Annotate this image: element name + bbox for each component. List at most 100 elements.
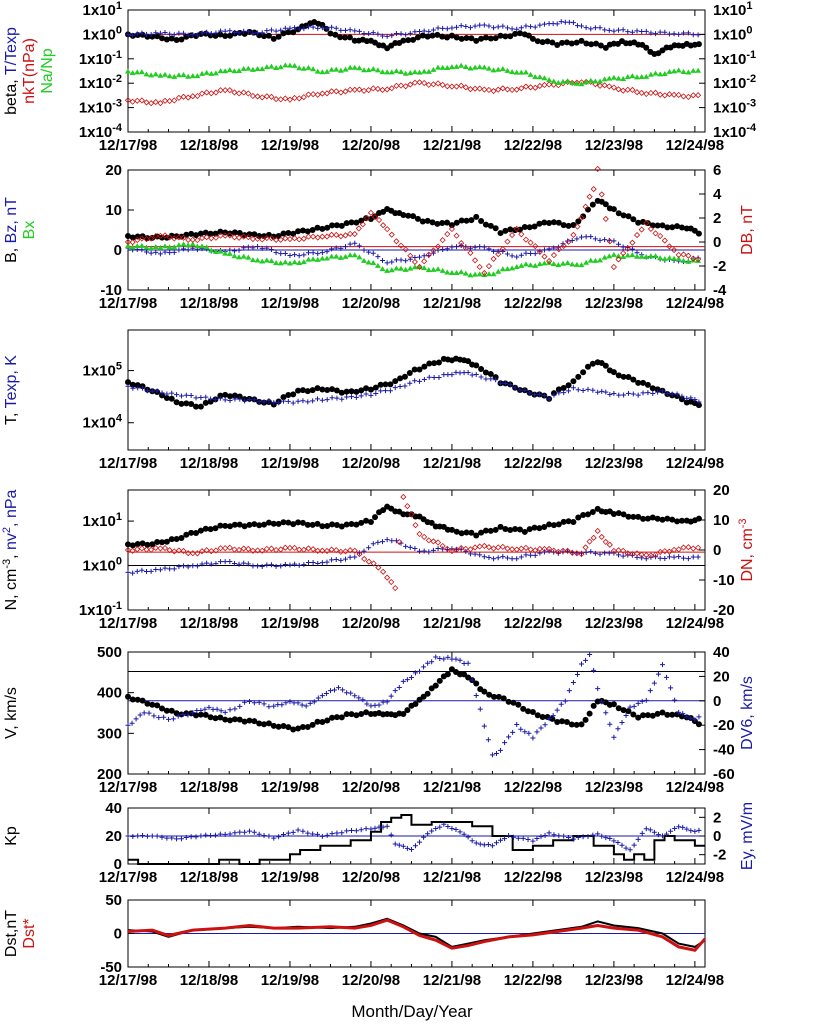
- plot-frame: [127, 651, 706, 775]
- data-point: [532, 552, 538, 558]
- data-point: [598, 533, 605, 540]
- data-point: [268, 63, 275, 69]
- data-point: [140, 833, 146, 839]
- data-point: [342, 244, 348, 250]
- data-point: [400, 212, 407, 219]
- data-point: [570, 385, 576, 391]
- data-point: [599, 699, 605, 705]
- data-point: [546, 396, 552, 402]
- data-point: [180, 72, 187, 78]
- data-point: [487, 222, 494, 229]
- data-point: [610, 701, 617, 708]
- data-point: [212, 32, 219, 39]
- data-point: [666, 548, 673, 555]
- data-point: [514, 722, 520, 728]
- data-point: [588, 549, 594, 555]
- data-point: [396, 842, 402, 848]
- data-point: [655, 389, 661, 395]
- data-point: [144, 249, 150, 255]
- data-point: [165, 716, 171, 722]
- data-point: [236, 393, 243, 400]
- data-point: [162, 249, 168, 255]
- x-tick-label: 12/20/98: [342, 869, 400, 886]
- y-tick-label: 1x10-3: [79, 98, 122, 117]
- data-point: [669, 224, 676, 231]
- data-point: [152, 544, 159, 552]
- data-point: [412, 670, 418, 676]
- data-point: [256, 399, 262, 405]
- data-point: [426, 549, 432, 555]
- data-point: [314, 396, 320, 402]
- data-point: [356, 551, 363, 558]
- data-point: [273, 546, 280, 554]
- data-point: [630, 513, 637, 520]
- data-point: [417, 29, 423, 35]
- data-point: [588, 26, 594, 32]
- data-point: [583, 79, 590, 85]
- data-point: [329, 831, 335, 837]
- data-point: [310, 24, 316, 30]
- data-point: [610, 84, 617, 91]
- data-point: [537, 22, 543, 28]
- data-point: [285, 724, 292, 731]
- data-point: [532, 251, 538, 257]
- data-point: [222, 68, 229, 74]
- data-point: [176, 247, 182, 253]
- data-point: [525, 836, 531, 842]
- data-point: [397, 375, 404, 382]
- data-point: [319, 718, 326, 725]
- data-point: [490, 271, 497, 277]
- data-point: [647, 225, 654, 232]
- data-point: [323, 90, 331, 97]
- data-point: [319, 386, 326, 393]
- data-point: [204, 560, 210, 566]
- data-point: [417, 378, 423, 384]
- data-point: [532, 24, 538, 30]
- data-point: [532, 74, 539, 80]
- data-point: [143, 99, 150, 106]
- data-point: [251, 718, 258, 725]
- data-point: [402, 70, 409, 76]
- data-point: [242, 829, 248, 835]
- y-tick-label-right: 1x101: [713, 0, 753, 19]
- data-point: [185, 564, 191, 570]
- data-point: [499, 85, 506, 92]
- data-point: [589, 508, 596, 515]
- data-point: [333, 714, 340, 721]
- data-point: [472, 85, 479, 92]
- y-tick-label-right: 2: [713, 809, 721, 826]
- data-point: [134, 243, 141, 249]
- x-tick-label: 12/23/98: [585, 455, 643, 472]
- data-point: [217, 68, 224, 74]
- data-point: [616, 392, 622, 398]
- data-point: [425, 537, 432, 544]
- data-point: [266, 398, 272, 404]
- y-tick-label: 1x10-1: [79, 600, 122, 619]
- data-point: [512, 526, 519, 533]
- y-tick-label: -50: [100, 959, 122, 976]
- data-point: [657, 555, 663, 561]
- data-point: [352, 240, 358, 246]
- data-point: [495, 693, 502, 700]
- data-point: [358, 393, 364, 399]
- data-point: [193, 834, 199, 840]
- data-point: [436, 677, 443, 684]
- data-point: [276, 400, 282, 406]
- data-point: [129, 720, 135, 726]
- data-point: [599, 833, 605, 839]
- data-point: [157, 30, 163, 36]
- data-point: [431, 360, 438, 367]
- data-point: [434, 539, 442, 546]
- data-point: [300, 235, 307, 242]
- data-point: [583, 259, 590, 265]
- data-point: [625, 552, 631, 558]
- data-point: [193, 395, 199, 401]
- data-point: [144, 388, 150, 394]
- data-point: [246, 717, 253, 724]
- data-point: [328, 231, 335, 238]
- data-point: [366, 31, 372, 37]
- data-point: [468, 35, 475, 42]
- data-point: [183, 392, 189, 398]
- x-tick-label: 12/22/98: [504, 779, 562, 796]
- data-point: [661, 548, 668, 555]
